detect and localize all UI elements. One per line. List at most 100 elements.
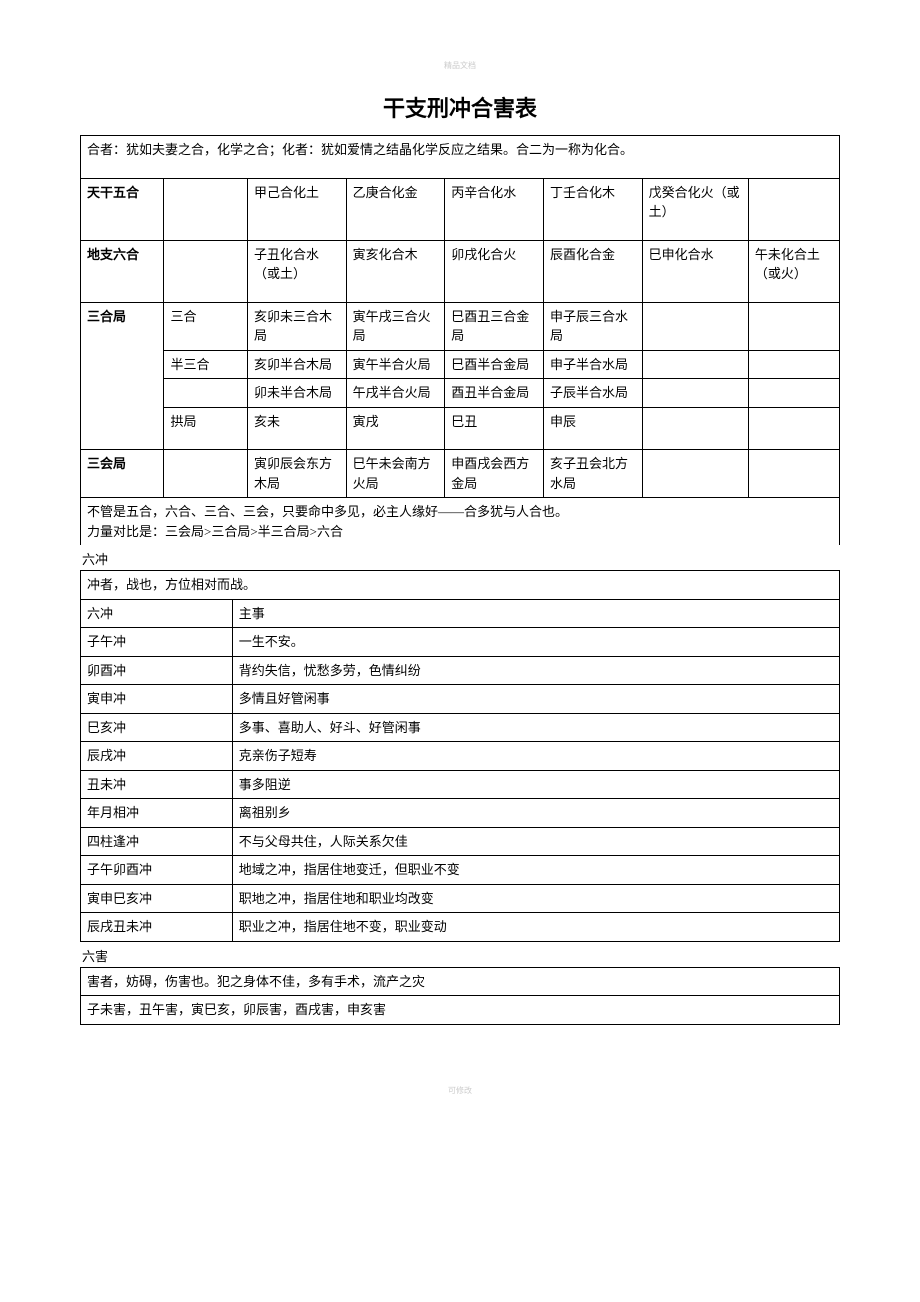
row-sub: 半三合 bbox=[164, 350, 247, 379]
table1-intro: 合者：犹如夫妻之合，化学之合；化者：犹如爱情之结晶化学反应之结果。合二为一称为化… bbox=[81, 136, 840, 179]
table-row: 六冲 主事 bbox=[81, 599, 840, 628]
header-watermark: 精品文档 bbox=[80, 60, 840, 71]
cell: 多情且好管闲事 bbox=[232, 685, 839, 714]
table-row: 四柱逢冲不与父母共住，人际关系欠佳 bbox=[81, 827, 840, 856]
cell bbox=[748, 350, 839, 379]
cell: 地域之冲，指居住地变迁，但职业不变 bbox=[232, 856, 839, 885]
row-sub bbox=[164, 178, 247, 240]
cell: 寅卯辰会东方木局 bbox=[247, 450, 346, 498]
row-label: 地支六合 bbox=[81, 240, 164, 302]
cell: 申辰 bbox=[543, 407, 642, 450]
cell: 寅戌 bbox=[346, 407, 445, 450]
cell: 戊癸合化火（或土） bbox=[642, 178, 748, 240]
section-liuhai-label: 六害 bbox=[82, 946, 840, 965]
row-sub: 拱局 bbox=[164, 407, 247, 450]
table-row: 年月相冲离祖别乡 bbox=[81, 799, 840, 828]
page-title: 干支刑冲合害表 bbox=[80, 91, 840, 123]
cell: 克亲伤子短寿 bbox=[232, 742, 839, 771]
cell: 寅申冲 bbox=[81, 685, 233, 714]
cell: 职业之冲，指居住地不变，职业变动 bbox=[232, 913, 839, 942]
table-row: 辰戌冲克亲伤子短寿 bbox=[81, 742, 840, 771]
cell: 辰酉化合金 bbox=[543, 240, 642, 302]
cell bbox=[748, 450, 839, 498]
cell bbox=[748, 407, 839, 450]
cell: 酉丑半合金局 bbox=[445, 379, 544, 408]
footer-line1: 不管是五合，六合、三合、三会，只要命中多见，必主人缘好——合多犹与人合也。 bbox=[87, 502, 833, 522]
cell: 卯未半合木局 bbox=[247, 379, 346, 408]
cell: 亥子丑会北方水局 bbox=[543, 450, 642, 498]
cell: 背约失信，忧愁多劳，色情纠纷 bbox=[232, 656, 839, 685]
table-row: 卯未半合木局 午戌半合火局 酉丑半合金局 子辰半合水局 bbox=[81, 379, 840, 408]
table3-r2: 子未害，丑午害，寅巳亥，卯辰害，酉戌害，申亥害 bbox=[81, 996, 840, 1025]
table-row: 半三合 亥卯半合木局 寅午半合火局 巳酉半合金局 申子半合水局 bbox=[81, 350, 840, 379]
cell: 申酉戌会西方金局 bbox=[445, 450, 544, 498]
table-row: 地支六合 子丑化合水（或土） 寅亥化合木 卯戌化合火 辰酉化合金 巳申化合水 午… bbox=[81, 240, 840, 302]
table-row: 天干五合 甲己合化土 乙庚合化金 丙辛合化水 丁壬合化木 戊癸合化火（或土） bbox=[81, 178, 840, 240]
row-sub bbox=[164, 450, 247, 498]
table-row: 丑未冲事多阻逆 bbox=[81, 770, 840, 799]
footer-line2: 力量对比是：三会局>三合局>半三合局>六合 bbox=[87, 522, 833, 542]
cell: 辰戌冲 bbox=[81, 742, 233, 771]
cell bbox=[642, 379, 748, 408]
cell: 寅亥化合木 bbox=[346, 240, 445, 302]
table-row: 三会局 寅卯辰会东方木局 巳午未会南方火局 申酉戌会西方金局 亥子丑会北方水局 bbox=[81, 450, 840, 498]
row-sub bbox=[164, 240, 247, 302]
cell: 丁壬合化木 bbox=[543, 178, 642, 240]
cell: 申子辰三合水局 bbox=[543, 302, 642, 350]
table-row: 子午冲一生不安。 bbox=[81, 628, 840, 657]
cell: 巳丑 bbox=[445, 407, 544, 450]
cell: 乙庚合化金 bbox=[346, 178, 445, 240]
cell: 子辰半合水局 bbox=[543, 379, 642, 408]
cell: 巳酉半合金局 bbox=[445, 350, 544, 379]
cell: 辰戌丑未冲 bbox=[81, 913, 233, 942]
cell: 子午冲 bbox=[81, 628, 233, 657]
table-row: 卯酉冲背约失信，忧愁多劳，色情纠纷 bbox=[81, 656, 840, 685]
footer-watermark: 可修改 bbox=[80, 1085, 840, 1096]
cell bbox=[642, 407, 748, 450]
cell: 不与父母共住，人际关系欠佳 bbox=[232, 827, 839, 856]
cell: 丙辛合化水 bbox=[445, 178, 544, 240]
cell bbox=[642, 450, 748, 498]
table2-intro: 冲者，战也，方位相对而战。 bbox=[81, 571, 840, 600]
cell: 寅午半合火局 bbox=[346, 350, 445, 379]
cell: 子午卯酉冲 bbox=[81, 856, 233, 885]
cell: 职地之冲，指居住地和职业均改变 bbox=[232, 884, 839, 913]
cell: 年月相冲 bbox=[81, 799, 233, 828]
cell: 亥卯未三合木局 bbox=[247, 302, 346, 350]
cell: 丑未冲 bbox=[81, 770, 233, 799]
cell: 离祖别乡 bbox=[232, 799, 839, 828]
cell: 申子半合水局 bbox=[543, 350, 642, 379]
table-row: 子午卯酉冲地域之冲，指居住地变迁，但职业不变 bbox=[81, 856, 840, 885]
cell: 亥未 bbox=[247, 407, 346, 450]
cell: 午戌半合火局 bbox=[346, 379, 445, 408]
combination-table: 合者：犹如夫妻之合，化学之合；化者：犹如爱情之结晶化学反应之结果。合二为一称为化… bbox=[80, 135, 840, 545]
cell: 巳申化合水 bbox=[642, 240, 748, 302]
cell: 巳酉丑三合金局 bbox=[445, 302, 544, 350]
header-cell: 六冲 bbox=[81, 599, 233, 628]
table-row: 巳亥冲多事、喜助人、好斗、好管闲事 bbox=[81, 713, 840, 742]
cell bbox=[642, 350, 748, 379]
cell: 寅午戌三合火局 bbox=[346, 302, 445, 350]
section-liuchong-label: 六冲 bbox=[82, 549, 840, 568]
cell: 寅申巳亥冲 bbox=[81, 884, 233, 913]
table1-footer: 不管是五合，六合、三合、三会，只要命中多见，必主人缘好——合多犹与人合也。 力量… bbox=[81, 498, 840, 546]
cell: 卯酉冲 bbox=[81, 656, 233, 685]
cell: 事多阻逆 bbox=[232, 770, 839, 799]
liuhai-table: 害者，妨碍，伤害也。犯之身体不佳，多有手术，流产之灾 子未害，丑午害，寅巳亥，卯… bbox=[80, 967, 840, 1025]
cell bbox=[748, 178, 839, 240]
cell: 一生不安。 bbox=[232, 628, 839, 657]
row-sub: 三合 bbox=[164, 302, 247, 350]
cell: 多事、喜助人、好斗、好管闲事 bbox=[232, 713, 839, 742]
table3-r1: 害者，妨碍，伤害也。犯之身体不佳，多有手术，流产之灾 bbox=[81, 967, 840, 996]
cell: 四柱逢冲 bbox=[81, 827, 233, 856]
cell: 巳亥冲 bbox=[81, 713, 233, 742]
table-row: 寅申巳亥冲职地之冲，指居住地和职业均改变 bbox=[81, 884, 840, 913]
table-row: 拱局 亥未 寅戌 巳丑 申辰 bbox=[81, 407, 840, 450]
cell bbox=[748, 379, 839, 408]
cell bbox=[748, 302, 839, 350]
row-label: 天干五合 bbox=[81, 178, 164, 240]
table-row: 辰戌丑未冲职业之冲，指居住地不变，职业变动 bbox=[81, 913, 840, 942]
cell: 卯戌化合火 bbox=[445, 240, 544, 302]
cell: 子丑化合水（或土） bbox=[247, 240, 346, 302]
liuchong-table: 冲者，战也，方位相对而战。 六冲 主事 子午冲一生不安。 卯酉冲背约失信，忧愁多… bbox=[80, 570, 840, 942]
